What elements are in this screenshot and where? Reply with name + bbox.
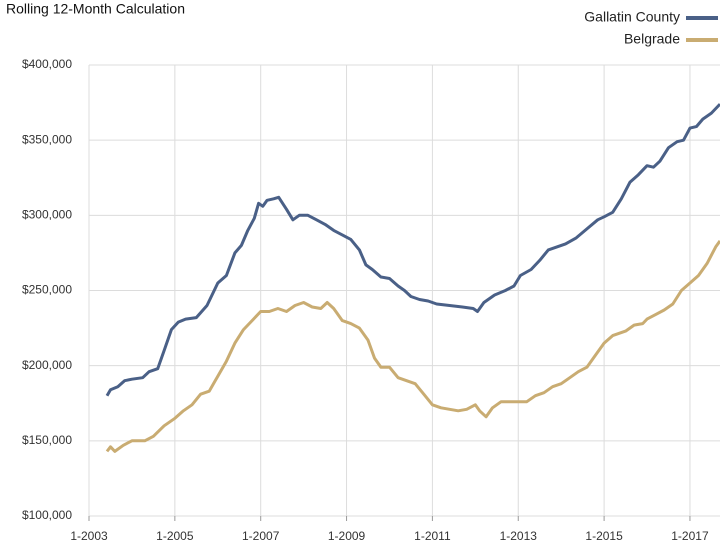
chart-title: Rolling 12-Month Calculation xyxy=(6,1,185,17)
series-line xyxy=(105,240,720,453)
x-tick-label: 1-2011 xyxy=(414,529,451,543)
x-tick-label: 1-2005 xyxy=(156,529,194,543)
y-tick-label: $250,000 xyxy=(22,283,72,297)
x-tick-label: 1-2015 xyxy=(585,529,623,543)
y-tick-label: $100,000 xyxy=(22,508,72,522)
series-line xyxy=(105,103,720,397)
y-tick-label: $200,000 xyxy=(22,358,72,372)
x-tick-label: 1-2003 xyxy=(70,529,108,543)
x-tick-label: 1-2009 xyxy=(328,529,366,543)
y-tick-label: $150,000 xyxy=(22,433,72,447)
y-tick-label: $350,000 xyxy=(22,132,72,146)
legend-label: Gallatin County xyxy=(584,9,680,25)
y-tick-label: $300,000 xyxy=(22,208,72,222)
x-tick-label: 1-2013 xyxy=(500,529,538,543)
legend-label: Belgrade xyxy=(624,31,680,47)
x-tick-label: 1-2017 xyxy=(671,529,709,543)
x-tick-label: 1-2007 xyxy=(242,529,280,543)
y-tick-label: $400,000 xyxy=(22,57,72,71)
